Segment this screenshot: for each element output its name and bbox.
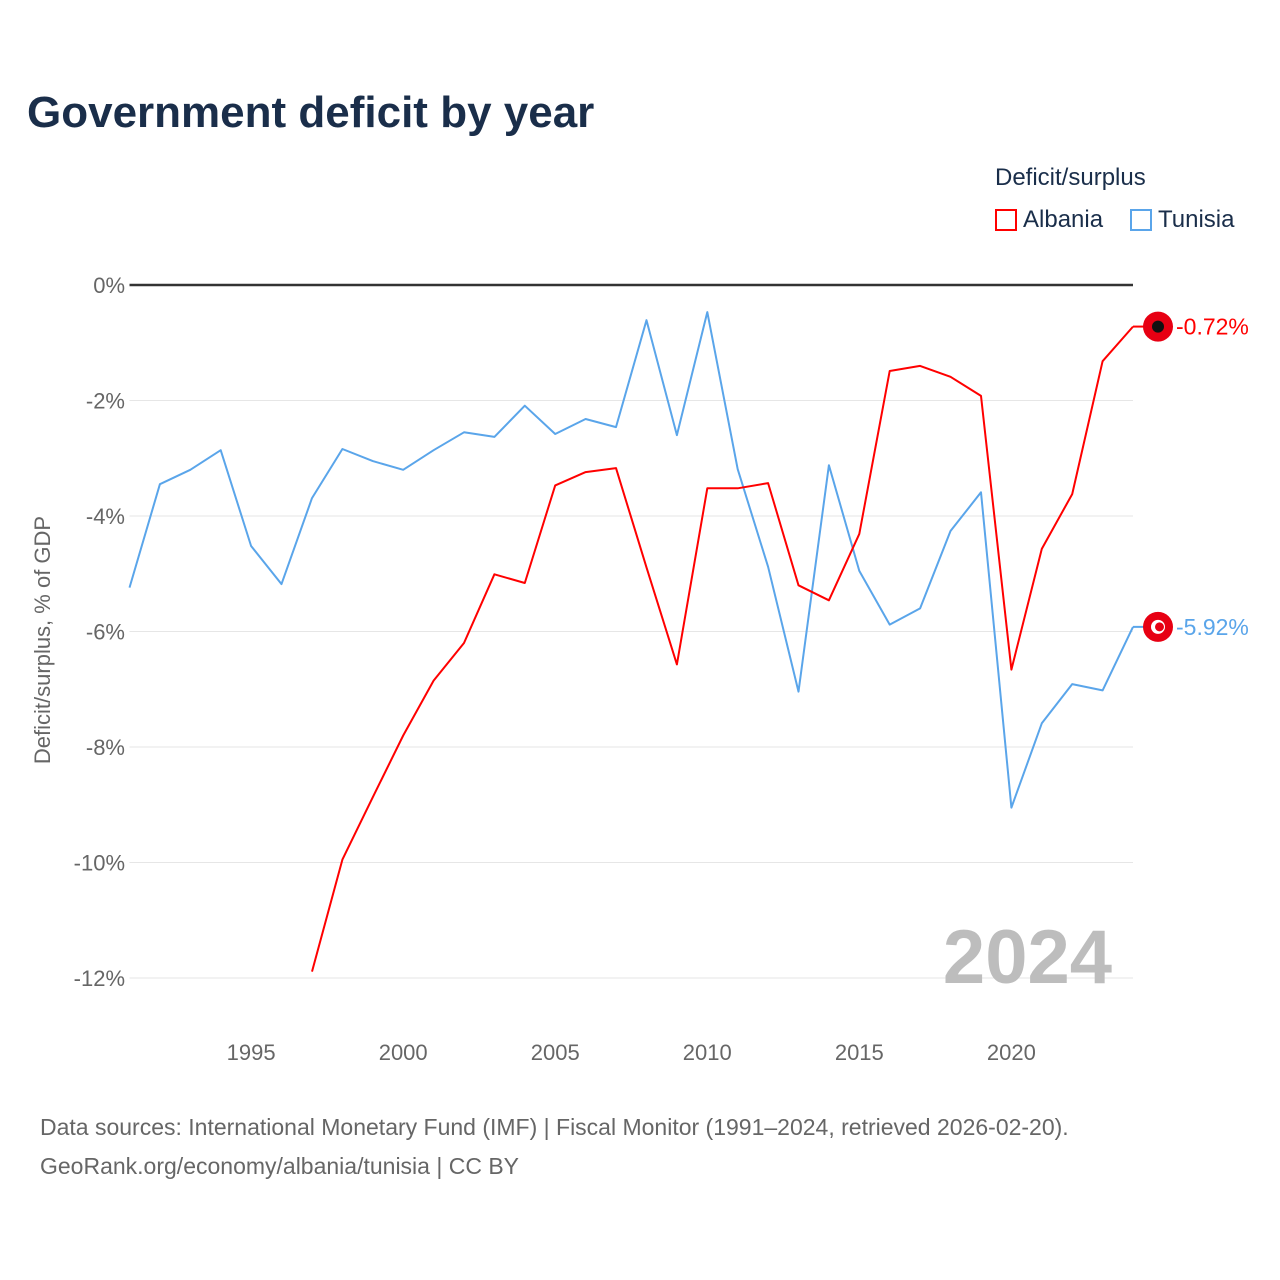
legend-label: Albania [1023, 206, 1104, 233]
crescent-icon-cut [1155, 622, 1164, 632]
series-line-albania [311, 325, 1134, 972]
legend-item-tunisia[interactable]: Tunisia [1130, 206, 1234, 234]
sources-line-1: Data sources: International Monetary Fun… [40, 1114, 1069, 1140]
legend-title: Deficit/surplus [995, 164, 1146, 191]
eagle-icon [1152, 320, 1164, 333]
x-tick-label: 1995 [227, 1040, 276, 1065]
y-axis-label: Deficit/surplus, % of GDP [30, 516, 55, 764]
y-tick-label: -6% [86, 620, 125, 645]
x-tick-label: 2015 [835, 1040, 884, 1065]
x-tick-label: 2010 [683, 1040, 732, 1065]
sources-line-2[interactable]: GeoRank.org/economy/albania/tunisia | CC… [40, 1153, 520, 1179]
series-line-tunisia [128, 311, 1134, 809]
legend-label: Tunisia [1158, 206, 1235, 233]
end-value-label: -0.72% [1176, 314, 1249, 340]
x-tick-label: 2005 [531, 1040, 580, 1065]
y-tick-label: -12% [74, 966, 125, 991]
legend-item-albania[interactable]: Albania [995, 206, 1103, 234]
end-value-label: -5.92% [1176, 614, 1249, 640]
y-tick-label: 0% [93, 273, 125, 298]
sources: Data sources: International Monetary Fun… [40, 1108, 1069, 1186]
y-tick-label: -2% [86, 389, 125, 414]
legend-swatch-albania [995, 209, 1017, 231]
chart-title: Government deficit by year [27, 88, 595, 137]
y-tick-label: -10% [74, 851, 125, 876]
year-watermark: 2024 [943, 915, 1112, 1000]
x-tick-label: 2000 [379, 1040, 428, 1065]
y-tick-label: -4% [86, 504, 125, 529]
legend-swatch-tunisia [1130, 209, 1152, 231]
x-tick-label: 2020 [987, 1040, 1036, 1065]
y-tick-label: -8% [86, 735, 125, 760]
